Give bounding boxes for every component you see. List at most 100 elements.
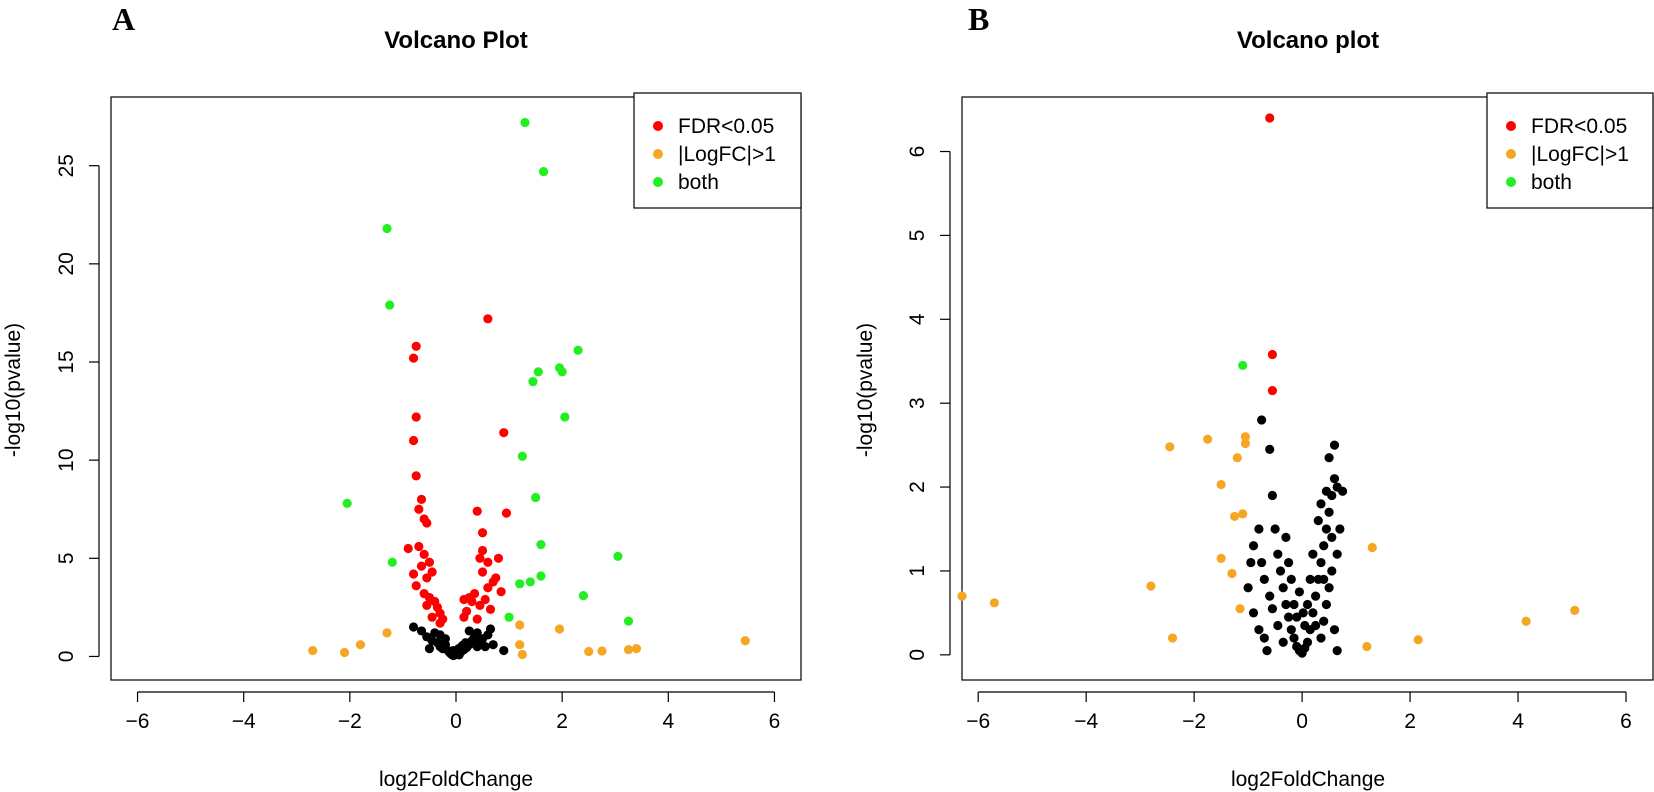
data-point-ns — [416, 626, 427, 636]
data-point-both — [531, 492, 541, 503]
data-point-ns — [472, 628, 482, 638]
y-tick-label: 25 — [55, 154, 78, 177]
data-point-ns — [1248, 608, 1259, 618]
data-point-ns — [1329, 440, 1340, 450]
data-point-ns — [1275, 566, 1286, 576]
legend-label-logfc-a: |LogFC|>1 — [678, 143, 776, 166]
legend-marker-fdr-b — [1506, 121, 1516, 131]
data-point-fdr — [408, 569, 419, 579]
data-point-ns — [1316, 499, 1326, 509]
data-point-fdr — [416, 494, 427, 505]
data-point-ns — [1327, 566, 1337, 576]
data-point-ns — [1319, 541, 1329, 551]
data-point-ns — [1284, 557, 1294, 568]
data-point-both — [557, 367, 567, 377]
data-point-both — [382, 223, 392, 234]
legend-label-logfc-b: |LogFC|>1 — [1531, 143, 1629, 166]
data-point-logfc — [1367, 542, 1377, 553]
legend-box-b — [1486, 92, 1654, 209]
data-point-logfc — [740, 636, 750, 646]
data-point-logfc — [339, 647, 350, 658]
data-point-ns — [1313, 516, 1323, 526]
data-point-fdr — [477, 545, 488, 556]
data-point-fdr — [422, 573, 432, 583]
data-point-ns — [1327, 532, 1337, 542]
data-point-ns — [1316, 633, 1326, 643]
data-point-logfc — [1230, 511, 1240, 522]
data-point-fdr — [1267, 385, 1278, 396]
data-point-ns — [1319, 616, 1329, 626]
data-point-ns — [1324, 583, 1334, 593]
x-tick-label: 6 — [769, 710, 781, 733]
x-axis-label-a: log2FoldChange — [379, 768, 533, 791]
data-point-logfc — [517, 649, 527, 660]
data-point-logfc — [1240, 438, 1251, 449]
y-axis-b: 0 1 2 3 4 5 6 — [906, 146, 951, 661]
data-point-ns — [472, 642, 482, 652]
data-point-logfc — [1165, 442, 1175, 452]
data-point-fdr — [411, 412, 421, 422]
data-point-both — [517, 451, 527, 461]
data-point-fdr — [459, 612, 469, 622]
data-point-fdr — [414, 541, 424, 552]
data-point-both — [515, 579, 525, 589]
x-tick-label: −4 — [1074, 710, 1098, 733]
data-point-ns — [1259, 574, 1269, 584]
data-point-ns — [1302, 637, 1313, 647]
data-point-ns — [1305, 574, 1315, 584]
data-point-ns — [1273, 620, 1283, 631]
plot-frame-a — [110, 96, 802, 681]
data-point-ns — [1265, 444, 1275, 454]
data-point-logfc — [308, 645, 318, 656]
data-point-ns — [1289, 633, 1299, 643]
data-point-ns — [1321, 524, 1331, 534]
data-point-fdr — [477, 528, 488, 538]
panel-label-a: A — [112, 1, 135, 37]
data-point-ns — [1321, 486, 1331, 496]
data-point-fdr — [483, 583, 493, 593]
y-tick-label: 2 — [906, 481, 929, 493]
data-point-both — [342, 498, 352, 508]
x-axis-b: −6 −4 −2 0 2 4 6 — [966, 691, 1632, 733]
x-tick-label: 0 — [450, 710, 462, 733]
data-point-ns — [408, 622, 419, 632]
data-point-fdr — [411, 581, 421, 591]
legend-marker-both-b — [1506, 177, 1516, 187]
data-point-logfc — [631, 643, 642, 654]
data-point-ns — [485, 624, 496, 634]
data-point-ns — [1337, 486, 1348, 496]
volcano-panel-b: B Volcano plot −6 −4 −2 0 2 4 6 0 1 2 3 4 5 6 log2Fo… — [854, 1, 1654, 791]
data-point-both — [1238, 360, 1248, 371]
data-point-ns — [464, 626, 474, 636]
data-point-logfc — [1238, 509, 1248, 519]
x-tick-label: −6 — [126, 710, 150, 733]
data-point-fdr — [501, 508, 512, 518]
chart-title-a: Volcano Plot — [384, 27, 528, 54]
data-point-fdr — [472, 614, 482, 624]
data-point-logfc — [1232, 453, 1242, 463]
data-point-logfc — [1240, 432, 1251, 442]
data-point-fdr — [475, 600, 485, 611]
data-point-fdr — [403, 543, 413, 554]
data-point-logfc — [1570, 605, 1580, 615]
y-tick-label: 0 — [55, 651, 78, 663]
data-point-ns — [448, 645, 458, 656]
data-point-both — [538, 166, 549, 177]
data-point-ns — [1246, 557, 1256, 568]
data-point-fdr — [459, 594, 469, 605]
data-point-ns — [1248, 541, 1259, 551]
data-point-fdr — [477, 567, 488, 577]
data-point-ns — [1289, 599, 1299, 610]
data-point-fdr — [493, 553, 504, 563]
data-point-fdr — [496, 587, 506, 597]
data-point-fdr — [411, 471, 421, 481]
data-point-ns — [1310, 620, 1321, 631]
data-point-both — [560, 412, 570, 422]
data-point-ns — [1254, 524, 1264, 534]
x-tick-label: −2 — [1182, 710, 1206, 733]
data-point-logfc — [1227, 568, 1237, 579]
data-point-logfc — [515, 640, 525, 650]
data-point-ns — [1286, 625, 1296, 635]
legend-label-both-a: both — [678, 171, 719, 194]
x-tick-label: 2 — [556, 710, 568, 733]
